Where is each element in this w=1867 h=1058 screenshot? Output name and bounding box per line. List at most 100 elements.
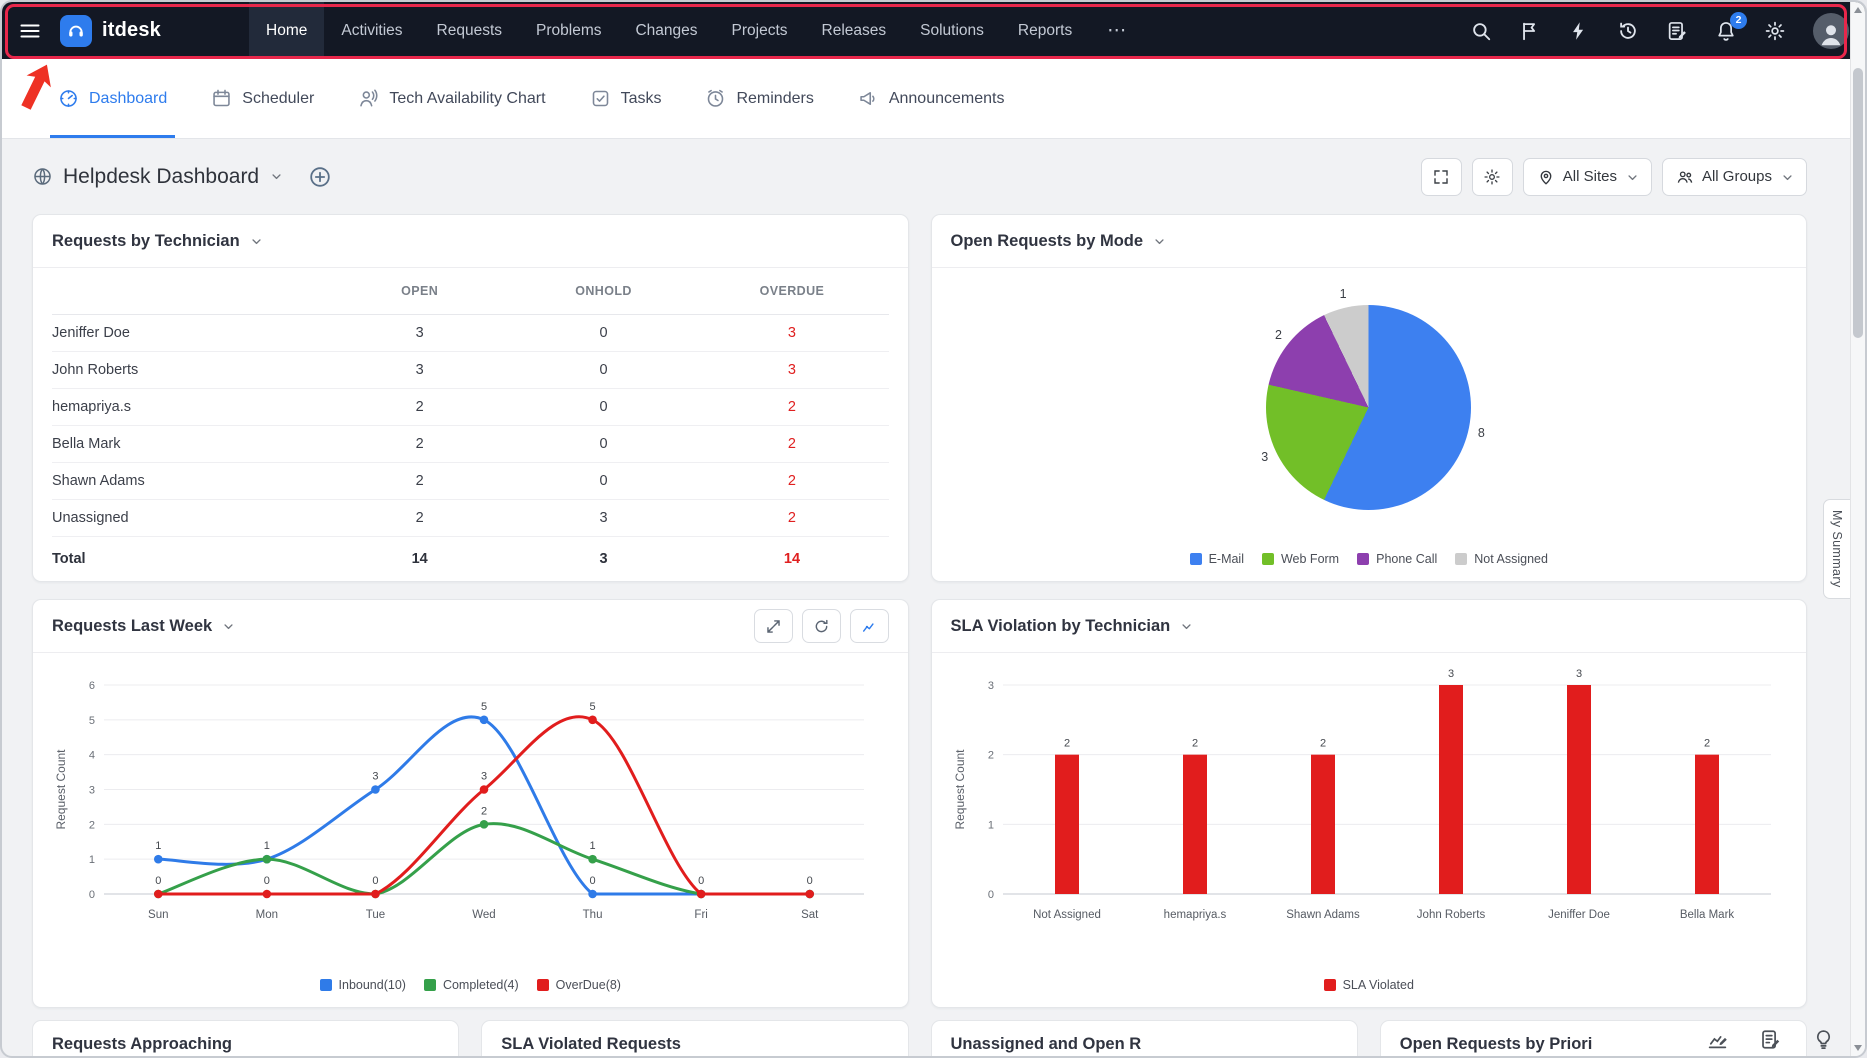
technician-table: OPEN ONHOLD OVERDUE Jeniffer Doe 3 0 3 John Rob…	[33, 268, 908, 581]
svg-text:6: 6	[89, 680, 95, 692]
whats-new-icon[interactable]	[1519, 20, 1541, 42]
nav-requests[interactable]: Requests	[436, 21, 503, 39]
svg-text:Request Count: Request Count	[953, 749, 967, 830]
widget-grid: Requests by Technician OPEN ONHOLD OVERDUE…	[2, 214, 1865, 1008]
chevron-down-icon[interactable]	[269, 169, 284, 184]
tab-scheduler[interactable]: Scheduler	[189, 59, 336, 138]
tasks-icon	[590, 88, 611, 109]
bar-legend: SLA Violated	[932, 968, 1807, 1007]
overdue-count: 2	[787, 399, 796, 415]
scroll-down-arrow[interactable]	[1854, 1045, 1862, 1051]
chevron-down-icon[interactable]	[249, 234, 264, 249]
technician-name[interactable]: hemapriya.s	[52, 399, 131, 415]
widget-title: SLA Violation by Technician	[950, 616, 1171, 635]
pie-chart[interactable]	[1266, 304, 1472, 510]
svg-text:1: 1	[155, 840, 161, 852]
quick-actions-icon[interactable]	[1568, 20, 1590, 42]
dashboard-settings-button[interactable]	[1471, 157, 1513, 196]
line-chart[interactable]: 0 1 2 3 4 5 6 Sun Mon Tue Wed Thu Fri Sat Request Coun…	[33, 653, 908, 968]
partial-widget-requests-approaching[interactable]: Requests Approaching	[32, 1020, 460, 1056]
svg-text:5: 5	[590, 701, 596, 713]
partial-widget-open-requests-by-priori[interactable]: Open Requests by Priori	[1379, 1020, 1807, 1056]
legend-item[interactable]: Inbound(10)	[319, 978, 406, 992]
technician-name[interactable]: Unassigned	[52, 510, 129, 526]
hamburger-menu-icon[interactable]	[18, 19, 42, 43]
technician-name[interactable]: John Roberts	[52, 362, 139, 378]
module-tabbar: Dashboard Scheduler Tech Availability Char…	[2, 59, 1865, 139]
svg-text:Wed: Wed	[473, 909, 496, 921]
tab-dashboard[interactable]: Dashboard	[36, 59, 189, 138]
legend-item[interactable]: OverDue(8)	[536, 978, 621, 992]
brand[interactable]: itdesk	[60, 14, 161, 47]
all-sites-filter[interactable]: All Sites	[1522, 157, 1652, 196]
history-icon[interactable]	[1617, 20, 1639, 42]
expand-widget-button[interactable]	[753, 609, 793, 643]
legend-item[interactable]: SLA Violated	[1323, 978, 1414, 992]
my-summary-tab[interactable]: My Summary	[1823, 499, 1850, 599]
chevron-down-icon[interactable]	[1152, 234, 1167, 249]
table-row: John Roberts 3 0 3	[52, 352, 889, 389]
svg-text:Jeniffer Doe: Jeniffer Doe	[1548, 909, 1610, 921]
widget-title: Requests Last Week	[52, 616, 213, 635]
search-icon[interactable]	[1470, 20, 1492, 42]
idea-bulb-icon[interactable]	[1812, 1028, 1835, 1051]
nav-problems[interactable]: Problems	[536, 21, 602, 39]
add-dashboard-icon[interactable]	[308, 165, 332, 189]
nav-projects[interactable]: Projects	[731, 21, 788, 39]
legend-item[interactable]: Phone Call	[1357, 552, 1437, 566]
fullscreen-button[interactable]	[1420, 157, 1462, 196]
tab-tech-availability-chart[interactable]: Tech Availability Chart	[336, 59, 567, 138]
chevron-down-icon[interactable]	[1179, 619, 1194, 634]
overdue-count: 2	[787, 436, 796, 452]
technician-name[interactable]: Shawn Adams	[52, 473, 145, 489]
technician-name[interactable]: Bella Mark	[52, 436, 121, 452]
widget-requests-last-week: Requests Last Week 0 1 2 3 4 5 6 Sun Mon Tue	[32, 599, 909, 1008]
chart-type-button[interactable]	[849, 609, 889, 643]
user-avatar[interactable]	[1813, 12, 1849, 49]
legend-item[interactable]: Not Assigned	[1455, 552, 1548, 566]
svg-text:Sun: Sun	[148, 909, 168, 921]
partial-widget-unassigned-and-open-r[interactable]: Unassigned and Open R	[930, 1020, 1358, 1056]
svg-text:5: 5	[481, 701, 487, 713]
chevron-down-icon[interactable]	[221, 619, 236, 634]
refresh-widget-button[interactable]	[801, 609, 841, 643]
svg-text:3: 3	[373, 771, 379, 783]
scroll-up-arrow[interactable]	[1854, 7, 1862, 13]
table-total-row: Total 14 3 14	[52, 537, 889, 581]
settings-gear-icon[interactable]	[1764, 20, 1786, 42]
feedback-form-icon[interactable]	[1666, 20, 1688, 42]
all-groups-filter[interactable]: All Groups	[1661, 157, 1807, 196]
notifications-bell-icon[interactable]: 2	[1715, 11, 1747, 42]
overdue-count: 2	[787, 473, 796, 489]
analytics-edit-icon[interactable]	[1706, 1028, 1729, 1051]
svg-text:Tue: Tue	[366, 909, 385, 921]
column-header: OVERDUE	[759, 284, 825, 298]
page-title[interactable]: Helpdesk Dashboard	[63, 164, 260, 188]
technician-name[interactable]: Jeniffer Doe	[52, 325, 130, 341]
nav-releases[interactable]: Releases	[821, 21, 887, 39]
form-edit-icon[interactable]	[1759, 1028, 1782, 1051]
nav-home[interactable]: Home	[249, 2, 325, 59]
tab-label: Tasks	[620, 89, 662, 107]
reminders-icon	[705, 88, 726, 109]
nav-changes[interactable]: Changes	[635, 21, 698, 39]
widget-title: Requests by Technician	[52, 231, 240, 250]
tab-announcements[interactable]: Announcements	[836, 59, 1027, 138]
partial-widget-sla-violated-requests[interactable]: SLA Violated Requests	[481, 1020, 909, 1056]
nav-solutions[interactable]: Solutions	[920, 21, 984, 39]
legend-item[interactable]: E-Mail	[1189, 552, 1244, 566]
nav-reports[interactable]: Reports	[1017, 21, 1073, 39]
tab-tasks[interactable]: Tasks	[568, 59, 684, 138]
scrollbar-thumb[interactable]	[1853, 68, 1863, 338]
bar-chart[interactable]: 0 1 2 3 Not Assigned hemapriya.s Shawn Adams Jo…	[932, 653, 1807, 968]
legend-item[interactable]: Web Form	[1261, 552, 1339, 566]
tab-reminders[interactable]: Reminders	[683, 59, 835, 138]
all-sites-label: All Sites	[1562, 168, 1617, 185]
nav-more-button[interactable]: ⋯	[1107, 20, 1128, 41]
location-pin-icon	[1537, 168, 1555, 186]
scrollbar[interactable]	[1850, 2, 1865, 1056]
widget-title: SLA Violated Requests	[501, 1035, 681, 1053]
legend-item[interactable]: Completed(4)	[423, 978, 519, 992]
nav-activities[interactable]: Activities	[341, 21, 403, 39]
